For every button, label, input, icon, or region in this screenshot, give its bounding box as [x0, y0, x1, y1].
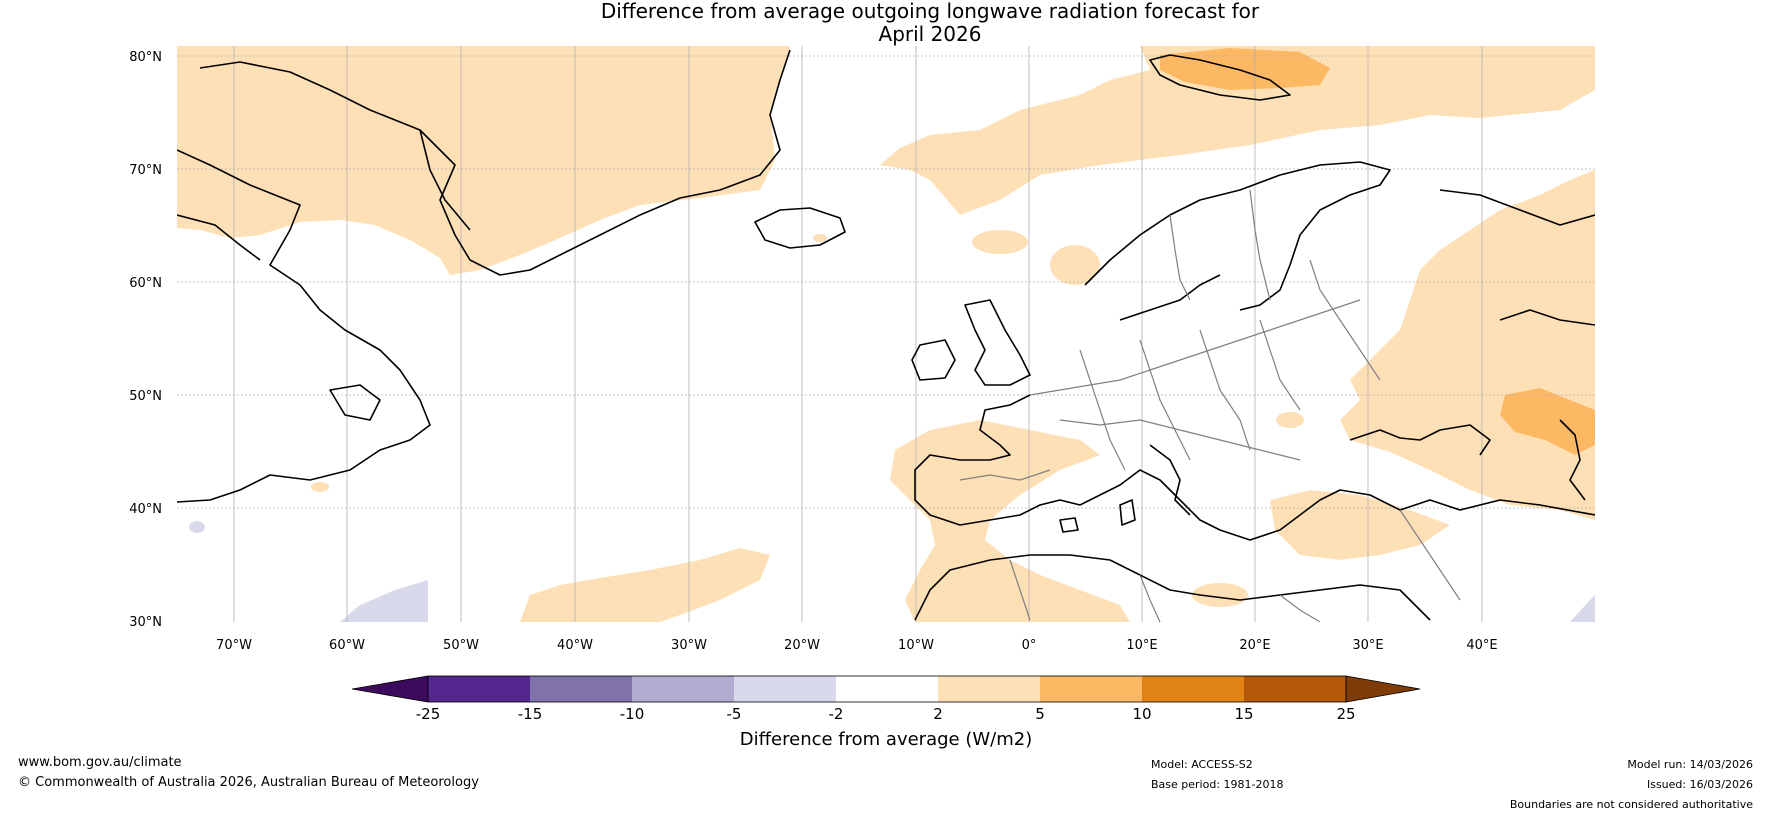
- colorbar-tick: 2: [933, 705, 943, 723]
- lat-label: 60°N: [129, 276, 162, 291]
- lat-label: 30°N: [129, 615, 162, 630]
- colorbar-segment: [1244, 676, 1346, 702]
- lon-label: 20°W: [784, 638, 820, 653]
- colorbar-segment: [938, 676, 1040, 702]
- colorbar-segment: [351, 675, 429, 703]
- lon-label: 30°W: [671, 638, 707, 653]
- lon-label: 10°W: [898, 638, 934, 653]
- lon-label: 10°E: [1126, 638, 1157, 653]
- anomaly-positive-medium: [1160, 48, 1595, 455]
- political-borders: [959, 189, 1461, 622]
- colorbar-tick: 10: [1132, 705, 1151, 723]
- footer-model: Model: ACCESS-S2: [1151, 758, 1253, 771]
- colorbar-segment: [1142, 676, 1244, 702]
- footer-copyright: © Commonwealth of Australia 2026, Austra…: [18, 775, 479, 790]
- lon-label: 40°W: [557, 638, 593, 653]
- lon-label: 0°: [1022, 638, 1037, 653]
- footer-disclaimer: Boundaries are not considered authoritat…: [1509, 798, 1753, 811]
- colorbar-segment: [530, 676, 632, 702]
- lon-label: 40°E: [1466, 638, 1497, 653]
- title-line-2: April 2026: [878, 22, 982, 46]
- colorbar-tick: 15: [1234, 705, 1253, 723]
- colorbar-segment: [734, 676, 836, 702]
- colorbar-title: Difference from average (W/m2): [740, 729, 1032, 750]
- colorbar-tick: -5: [727, 705, 742, 723]
- colorbar-tick: 25: [1336, 705, 1355, 723]
- lat-label: 70°N: [129, 163, 162, 178]
- colorbar-tick: -10: [620, 705, 645, 723]
- coastlines: [177, 49, 1595, 621]
- anomaly-positive-light: [177, 46, 1595, 622]
- colorbar-tick: -2: [829, 705, 844, 723]
- footer-website: www.bom.gov.au/climate: [18, 755, 182, 770]
- colorbar-tick: -15: [518, 705, 543, 723]
- colorbar-segment: [1345, 675, 1421, 703]
- lon-label: 30°E: [1352, 638, 1383, 653]
- colorbar: -25 -15 -10 -5 -2 2 5 10 15 25 Differenc…: [351, 675, 1421, 750]
- colorbar-outline: [427, 675, 1347, 703]
- footer-base-period: Base period: 1981-2018: [1151, 778, 1284, 791]
- footer-model-run: Model run: 14/03/2026: [1627, 758, 1753, 771]
- lon-label: 60°W: [329, 638, 365, 653]
- latitude-labels: 80°N 70°N 60°N 50°N 40°N 30°N: [129, 50, 162, 630]
- lon-label: 70°W: [216, 638, 252, 653]
- longitude-labels: 70°W 60°W 50°W 40°W 30°W 20°W 10°W 0° 10…: [216, 638, 1498, 653]
- map-area: [177, 46, 1595, 622]
- lat-label: 80°N: [129, 50, 162, 65]
- colorbar-tick: -25: [416, 705, 441, 723]
- graticule: [177, 46, 1595, 622]
- lat-label: 50°N: [129, 389, 162, 404]
- colorbar-tick: 5: [1035, 705, 1045, 723]
- title-line-1: Difference from average outgoing longwav…: [600, 0, 1260, 23]
- colorbar-segment: [632, 676, 734, 702]
- colorbar-segment: [1040, 676, 1142, 702]
- footer-issued: Issued: 16/03/2026: [1646, 778, 1753, 791]
- map-title: Difference from average outgoing longwav…: [0, 0, 1700, 46]
- colorbar-segment: [428, 676, 530, 702]
- anomaly-negative-light: [189, 521, 1595, 622]
- lat-label: 40°N: [129, 502, 162, 517]
- colorbar-segment: [836, 676, 938, 702]
- lon-label: 50°W: [443, 638, 479, 653]
- lon-label: 20°E: [1239, 638, 1270, 653]
